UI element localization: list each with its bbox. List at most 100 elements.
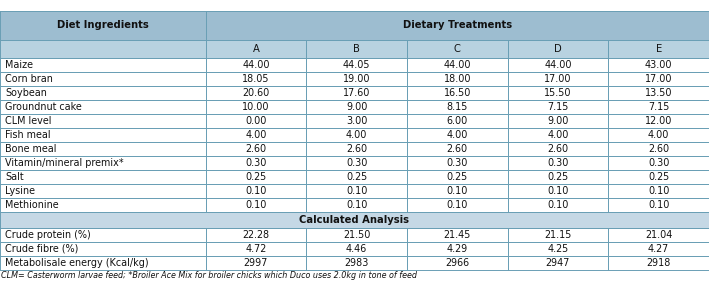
Bar [206,142,306,156]
Bar [508,242,608,256]
Text: Bone meal: Bone meal [5,144,57,154]
Text: 2.60: 2.60 [648,144,669,154]
Text: 2947: 2947 [546,258,570,268]
Bar [407,184,508,198]
Text: Vitamin/mineral premix*: Vitamin/mineral premix* [5,158,123,168]
Bar [306,156,407,170]
Text: 9.00: 9.00 [547,116,569,126]
Text: 0.10: 0.10 [648,186,669,196]
Bar [206,156,306,170]
Bar [306,170,407,184]
Bar [306,142,407,156]
Text: 2.60: 2.60 [547,144,569,154]
Text: 13.50: 13.50 [645,88,672,98]
Bar [608,170,709,184]
Bar [306,242,407,256]
Text: 17.60: 17.60 [343,88,370,98]
Bar [407,58,508,72]
Bar [407,86,508,100]
Bar [508,86,608,100]
Text: 0.30: 0.30 [648,158,669,168]
Bar [508,72,608,86]
Text: 9.00: 9.00 [346,102,367,112]
Text: 0.10: 0.10 [648,200,669,210]
Bar [0,100,206,114]
Bar [306,114,407,128]
Bar [0,58,206,72]
Text: 10.00: 10.00 [242,102,269,112]
Text: D: D [554,44,562,54]
Text: Lysine: Lysine [5,186,35,196]
Text: C: C [454,44,461,54]
Bar [508,256,608,270]
Bar [508,184,608,198]
Bar [0,156,206,170]
Bar [0,40,206,58]
Bar [206,58,306,72]
Bar [306,40,407,58]
Text: Corn bran: Corn bran [5,74,53,84]
Bar [306,184,407,198]
Bar [306,100,407,114]
Bar [508,198,608,212]
Bar [508,156,608,170]
Bar [608,156,709,170]
Bar [206,228,306,242]
Text: Salt: Salt [5,172,23,182]
Bar [608,198,709,212]
Bar [0,142,206,156]
Bar [508,128,608,142]
Text: Maize: Maize [5,60,33,70]
Bar [407,114,508,128]
Text: Methionine: Methionine [5,200,59,210]
Bar [306,86,407,100]
Bar [0,11,206,40]
Bar [508,100,608,114]
Bar [407,100,508,114]
Text: 19.00: 19.00 [343,74,370,84]
Text: CLM= Casterworm larvae feed; *Broiler Ace Mix for broiler chicks which Duco uses: CLM= Casterworm larvae feed; *Broiler Ac… [1,271,418,280]
Bar [0,72,206,86]
Text: 2966: 2966 [445,258,469,268]
Bar [407,156,508,170]
Text: 0.25: 0.25 [346,172,367,182]
Bar [508,58,608,72]
Bar [508,40,608,58]
Bar [0,212,709,228]
Bar [608,100,709,114]
Text: 0.25: 0.25 [547,172,569,182]
Bar [206,11,709,40]
Bar [407,128,508,142]
Bar [206,72,306,86]
Text: 20.60: 20.60 [242,88,269,98]
Text: Fish meal: Fish meal [5,130,50,140]
Text: 21.50: 21.50 [343,230,370,240]
Text: 0.30: 0.30 [447,158,468,168]
Bar [206,128,306,142]
Text: 21.15: 21.15 [545,230,571,240]
Text: 4.00: 4.00 [447,130,468,140]
Text: 15.50: 15.50 [545,88,571,98]
Bar [608,256,709,270]
Text: 2983: 2983 [345,258,369,268]
Text: CLM level: CLM level [5,116,52,126]
Bar [206,114,306,128]
Text: 44.00: 44.00 [545,60,571,70]
Text: 0.30: 0.30 [245,158,267,168]
Bar [306,256,407,270]
Bar [608,142,709,156]
Text: Crude fibre (%): Crude fibre (%) [5,244,78,254]
Text: 12.00: 12.00 [645,116,672,126]
Bar [407,40,508,58]
Bar [608,184,709,198]
Bar [407,72,508,86]
Text: Calculated Analysis: Calculated Analysis [299,215,410,225]
Bar [608,242,709,256]
Bar [306,72,407,86]
Text: 4.27: 4.27 [648,244,669,254]
Text: Dietary Treatments: Dietary Treatments [403,20,512,30]
Text: 44.00: 44.00 [242,60,269,70]
Text: 2997: 2997 [244,258,268,268]
Bar [206,242,306,256]
Text: 16.50: 16.50 [444,88,471,98]
